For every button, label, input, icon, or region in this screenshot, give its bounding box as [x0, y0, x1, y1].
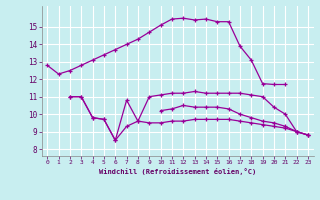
- X-axis label: Windchill (Refroidissement éolien,°C): Windchill (Refroidissement éolien,°C): [99, 168, 256, 175]
